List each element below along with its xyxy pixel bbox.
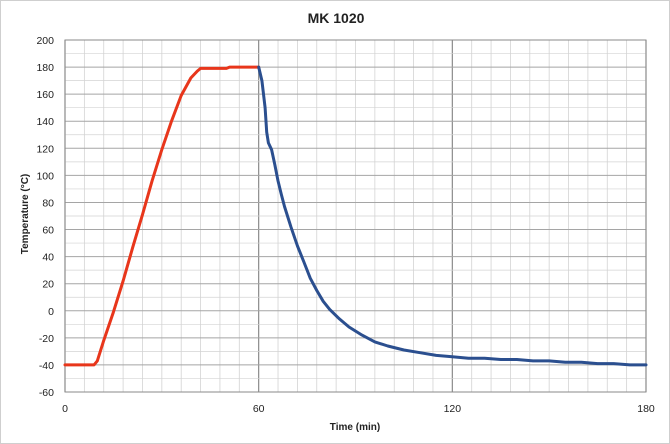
heating-series-line bbox=[63, 65, 261, 367]
cooling-series-line bbox=[257, 65, 648, 367]
grid bbox=[64, 39, 647, 393]
y-tick-label: 140 bbox=[36, 116, 54, 128]
x-tick-label: 0 bbox=[62, 403, 68, 415]
y-tick-label: -20 bbox=[39, 333, 54, 345]
series-lines bbox=[63, 65, 648, 367]
y-axis-label: Temperature (°C) bbox=[20, 174, 31, 255]
y-tick-label: 200 bbox=[36, 35, 54, 47]
y-tick-label: 100 bbox=[36, 170, 54, 182]
x-tick-label: 60 bbox=[253, 403, 265, 415]
y-tick-label: 40 bbox=[42, 252, 54, 264]
y-tick-label: 20 bbox=[42, 279, 54, 291]
y-tick-label: 180 bbox=[36, 62, 54, 74]
x-tick-label: 120 bbox=[444, 403, 462, 415]
x-tick-label: 180 bbox=[637, 403, 655, 415]
y-tick-label: 80 bbox=[42, 197, 54, 209]
chart-title: MK 1020 bbox=[308, 10, 365, 26]
x-tick-labels: 0 60 120 180 bbox=[62, 403, 655, 415]
x-axis-label: Time (min) bbox=[330, 422, 380, 433]
y-tick-label: 120 bbox=[36, 143, 54, 155]
y-tick-label: -40 bbox=[39, 360, 54, 372]
plot-border bbox=[64, 39, 647, 393]
y-tick-label: -60 bbox=[39, 387, 54, 399]
y-tick-label: 0 bbox=[48, 306, 54, 318]
y-tick-label: 60 bbox=[42, 225, 54, 237]
y-tick-label: 160 bbox=[36, 89, 54, 101]
